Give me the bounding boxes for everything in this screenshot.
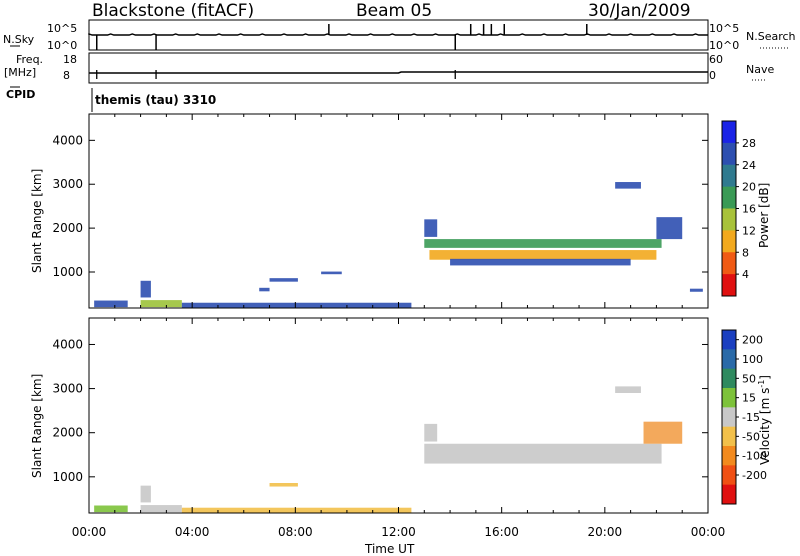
velocity-panel-colorbar-seg-7 xyxy=(722,465,736,486)
velocity-panel-colorbar-label-1: 100 xyxy=(742,353,763,366)
freq-tick-top: 18 xyxy=(63,53,77,66)
x-tick-label-1: 04:00 xyxy=(175,525,210,539)
nave-tick-bottom: 0 xyxy=(709,69,716,82)
freq-panel-frame xyxy=(88,52,709,84)
power-panel-colorbar-label-5: 24 xyxy=(742,159,756,172)
nsearch-label: N.Search xyxy=(746,30,796,43)
nave-tick-top: 60 xyxy=(709,53,723,66)
power-panel-region-11 xyxy=(424,219,438,237)
velocity-panel-region-5 xyxy=(424,443,662,464)
velocity-panel-region-6 xyxy=(643,421,683,444)
power-panel-colorbar-label-6: 28 xyxy=(742,137,756,150)
freq-label: Freq. xyxy=(16,53,44,66)
x-tick-label-2: 08:00 xyxy=(278,525,313,539)
power-panel-colorbar-label-3: 16 xyxy=(742,203,756,216)
date-title: 30/Jan/2009 xyxy=(588,1,691,21)
velocity-panel-region-2 xyxy=(140,505,182,513)
power-panel-colorbar-seg-7 xyxy=(722,274,736,297)
power-panel-colorbar-seg-5 xyxy=(722,230,736,253)
power-panel-region-12 xyxy=(615,182,641,189)
power-panel-ytick-label-1: 2000 xyxy=(52,221,83,235)
cpid-value: themis (tau) 3310 xyxy=(95,93,217,107)
velocity-panel-region-8 xyxy=(615,386,641,393)
power-panel-region-13 xyxy=(689,288,703,292)
nave-label: Nave xyxy=(746,63,775,76)
freq-trace xyxy=(89,71,708,74)
x-tick-label-3: 12:00 xyxy=(381,525,416,539)
power-panel-frame xyxy=(88,113,709,309)
velocity-panel-region-1 xyxy=(140,485,151,503)
power-panel-colorbar-label-0: 4 xyxy=(742,268,749,281)
velocity-panel-region-0 xyxy=(94,505,128,513)
power-panel-colorbar-seg-3 xyxy=(722,186,736,209)
velocity-panel-colorbar-label-2: 50 xyxy=(742,372,756,385)
velocity-panel-region-3 xyxy=(181,507,412,513)
power-panel-region-10 xyxy=(656,217,683,240)
x-tick-label-6: 00:00 xyxy=(691,525,726,539)
cpid-label: CPID xyxy=(6,88,36,101)
velocity-panel-colorbar-seg-8 xyxy=(722,484,736,505)
power-panel-region-2 xyxy=(140,300,182,308)
velocity-panel-colorbar-label-6: -100 xyxy=(742,450,767,463)
freq-unit: [MHz] xyxy=(4,66,37,79)
velocity-panel-colorbar-label-7: -200 xyxy=(742,469,767,482)
velocity-panel-colorbar-seg-1 xyxy=(722,349,736,370)
power-panel-region-0 xyxy=(94,300,128,308)
station-title: Blackstone (fitACF) xyxy=(92,1,255,21)
velocity-panel-colorbar-label-0: 200 xyxy=(742,334,763,347)
nsky-tick-top: 10^5 xyxy=(47,22,78,35)
velocity-panel-region-4 xyxy=(269,483,298,487)
nsearch-tick-top: 10^5 xyxy=(709,22,740,35)
velocity-panel-colorbar-label-3: 15 xyxy=(742,392,756,405)
velocity-panel-region-7 xyxy=(424,423,438,442)
power-panel-colorbar-seg-1 xyxy=(722,142,736,166)
power-panel-region-3 xyxy=(181,302,412,308)
velocity-panel-colorbar-seg-0 xyxy=(722,330,736,350)
power-panel-region-8 xyxy=(429,250,657,260)
velocity-panel-colorbar-seg-4 xyxy=(722,407,736,428)
velocity-panel-ytick-label-2: 3000 xyxy=(52,382,83,396)
power-panel-ytick-label-3: 4000 xyxy=(52,133,83,147)
velocity-panel-frame xyxy=(88,317,709,514)
power-panel-colorbar-seg-4 xyxy=(722,208,736,231)
x-tick-label-0: 00:00 xyxy=(72,525,107,539)
power-panel-region-4 xyxy=(269,278,298,282)
x-tick-label-5: 20:00 xyxy=(588,525,623,539)
x-axis-label: Time UT xyxy=(365,542,415,556)
x-tick-label-4: 16:00 xyxy=(484,525,519,539)
power-panel-ytick-label-0: 1000 xyxy=(52,265,83,279)
power-panel-region-6 xyxy=(321,271,342,275)
velocity-panel-colorbar-seg-2 xyxy=(722,368,736,389)
power-panel-ytick-label-2: 3000 xyxy=(52,177,83,191)
velocity-panel-colorbar-seg-5 xyxy=(722,426,736,447)
velocity-panel-colorbar-seg-6 xyxy=(722,446,736,466)
power-panel-colorbar-label-4: 20 xyxy=(742,181,756,194)
power-panel-region-7 xyxy=(424,239,662,248)
velocity-panel-colorbar-label-5: -50 xyxy=(742,430,760,443)
power-panel-colorbar-label-2: 12 xyxy=(742,224,756,237)
power-panel-region-1 xyxy=(140,280,151,298)
power-panel-colorbar-seg-2 xyxy=(722,164,736,188)
velocity-panel-ytick-label-0: 1000 xyxy=(52,470,83,484)
velocity-panel-colorbar-seg-3 xyxy=(722,388,736,408)
nsky-label: N.Sky xyxy=(3,33,35,46)
nsearch-tick-bottom: 10^0 xyxy=(709,39,740,52)
power-panel-region-9 xyxy=(450,258,631,266)
power-panel-region-5 xyxy=(259,287,270,292)
power-panel-colorbar-label-1: 8 xyxy=(742,246,749,259)
power-panel-colorbar-seg-6 xyxy=(722,252,736,275)
velocity-panel-ytick-label-1: 2000 xyxy=(52,426,83,440)
velocity-panel-colorbar-label-4: -15 xyxy=(742,411,760,424)
beam-title: Beam 05 xyxy=(356,1,433,21)
power-panel-colorbar-seg-0 xyxy=(722,121,736,144)
velocity-panel-ytick-label-3: 4000 xyxy=(52,337,83,351)
freq-tick-bottom: 8 xyxy=(63,69,70,82)
nsky-trace xyxy=(88,33,708,36)
nsky-tick-bottom: 10^0 xyxy=(47,39,78,52)
